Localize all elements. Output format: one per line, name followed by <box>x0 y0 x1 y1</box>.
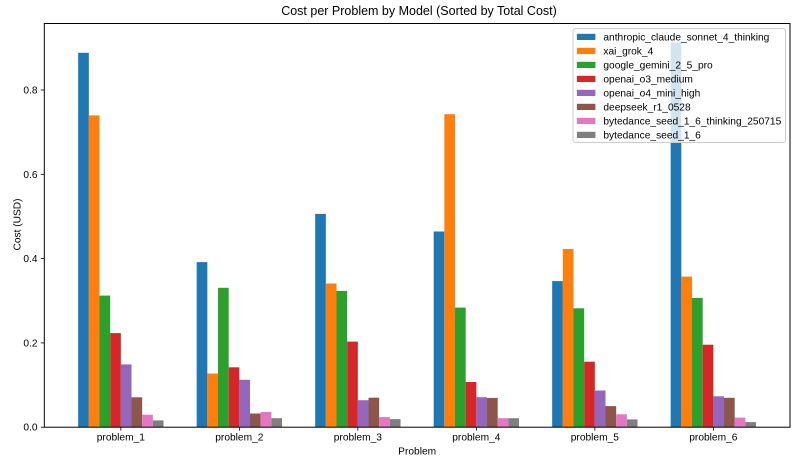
svg-text:0.4: 0.4 <box>23 254 37 265</box>
svg-text:bytedance_seed_1_6_thinking_25: bytedance_seed_1_6_thinking_250715 <box>603 117 781 128</box>
svg-text:openai_o4_mini_high: openai_o4_mini_high <box>603 89 700 100</box>
svg-text:0.8: 0.8 <box>23 86 37 97</box>
svg-text:Cost per Problem by Model (Sor: Cost per Problem by Model (Sorted by Tot… <box>281 4 557 18</box>
svg-text:google_gemini_2_5_pro: google_gemini_2_5_pro <box>603 61 713 72</box>
svg-text:0.6: 0.6 <box>23 170 37 181</box>
svg-text:0.0: 0.0 <box>23 423 37 434</box>
svg-text:problem_1: problem_1 <box>97 433 145 444</box>
svg-text:Cost (USD): Cost (USD) <box>12 198 23 250</box>
svg-text:problem_2: problem_2 <box>215 433 263 444</box>
svg-text:deepseek_r1_0528: deepseek_r1_0528 <box>603 103 691 114</box>
svg-text:problem_4: problem_4 <box>452 433 500 444</box>
svg-text:openai_o3_medium: openai_o3_medium <box>603 75 693 86</box>
svg-text:xai_grok_4: xai_grok_4 <box>603 47 653 58</box>
svg-text:problem_5: problem_5 <box>571 433 619 444</box>
svg-text:problem_3: problem_3 <box>334 433 382 444</box>
svg-text:anthropic_claude_sonnet_4_thin: anthropic_claude_sonnet_4_thinking <box>603 33 769 44</box>
svg-text:0.2: 0.2 <box>23 338 37 349</box>
svg-text:bytedance_seed_1_6: bytedance_seed_1_6 <box>603 131 701 142</box>
svg-text:problem_6: problem_6 <box>689 433 737 444</box>
svg-text:Problem: Problem <box>398 447 436 458</box>
